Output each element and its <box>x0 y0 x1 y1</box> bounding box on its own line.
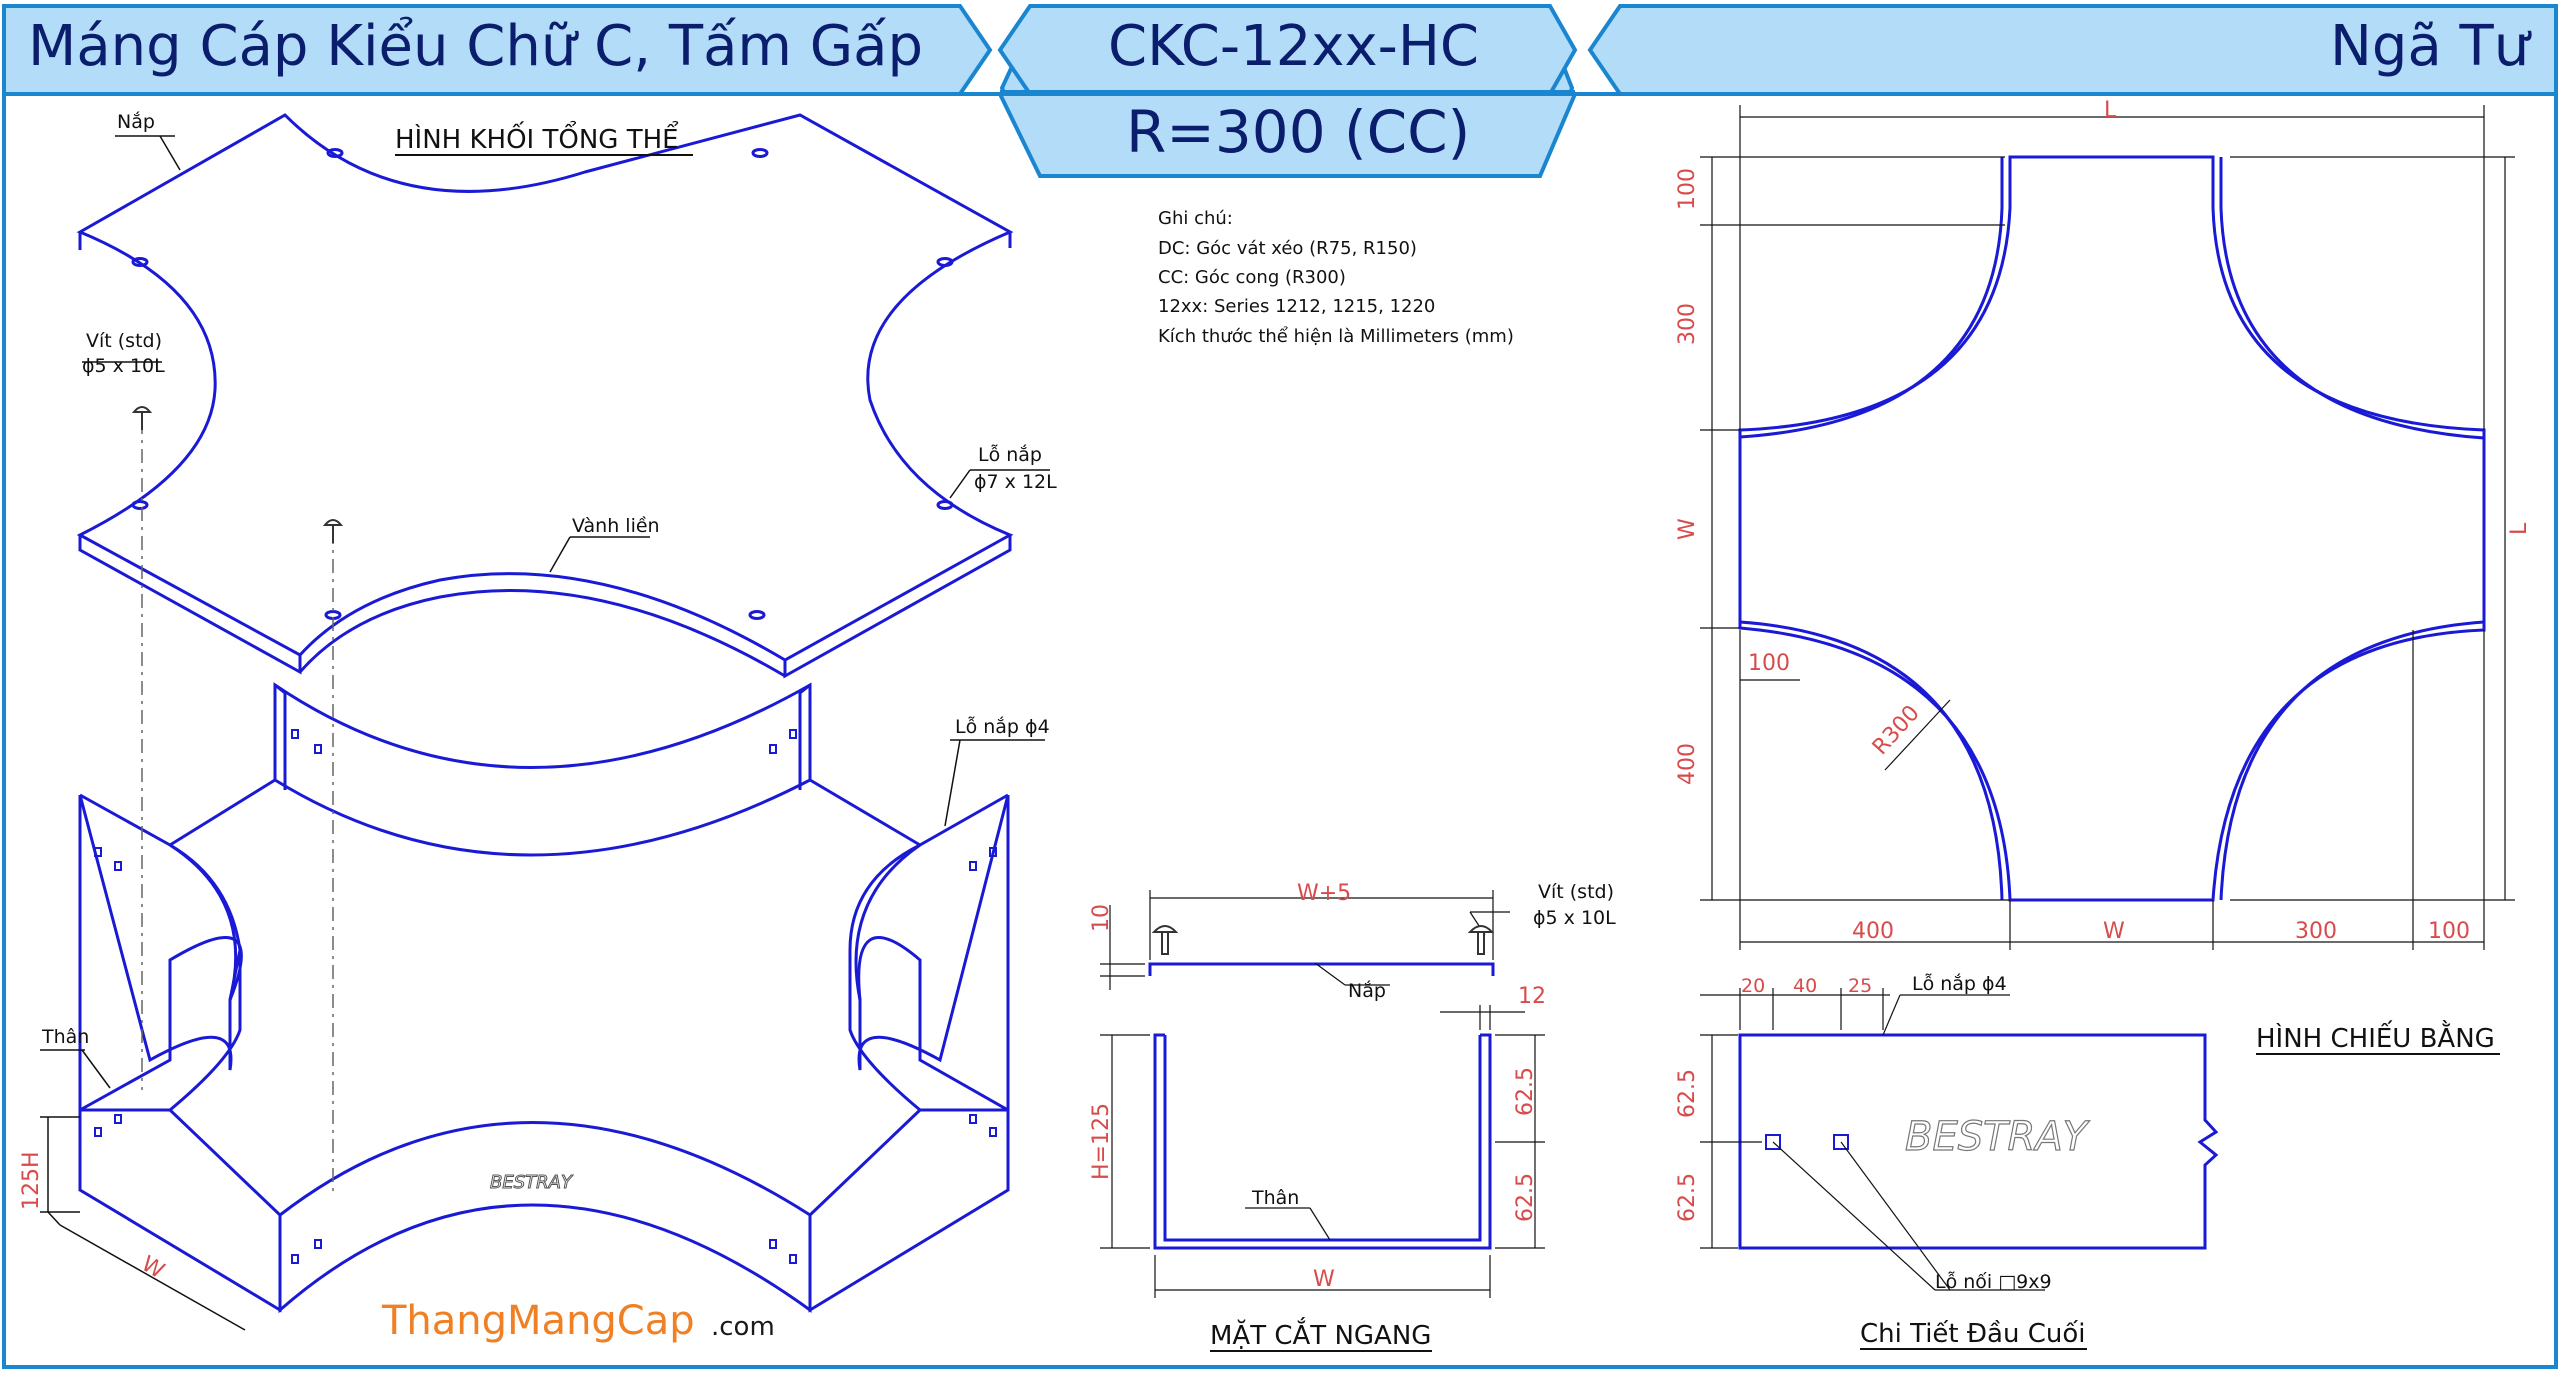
plan-dim-400-left: 400 <box>1675 743 1700 785</box>
iso-screw-label-1: Vít (std) <box>86 330 162 352</box>
plan-view <box>1738 155 2486 902</box>
detail-dim-625-a: 62.5 <box>1675 1069 1700 1118</box>
section-lid <box>1148 962 1495 976</box>
iso-body-label: Thân <box>41 1026 89 1048</box>
iso-dim-height: 125H <box>19 1151 44 1210</box>
iso-screw-icon <box>131 406 344 543</box>
plan-dimensions <box>1700 105 2515 950</box>
section-dim-10: 10 <box>1089 904 1114 932</box>
plan-dim-100-bottom: 100 <box>2428 919 2470 944</box>
plan-dim-300-left: 300 <box>1675 303 1700 345</box>
detail-joint-hole-1 <box>1765 1134 1781 1150</box>
plan-inner-edge <box>1739 157 2485 901</box>
detail-dimensions <box>1700 988 2045 1291</box>
plan-outline <box>1738 155 2486 902</box>
notes-line-4: Kích thước thể hiện là Millimeters (mm) <box>1158 326 1514 347</box>
detail-dim-20: 20 <box>1741 975 1765 997</box>
product-code: CKC-12xx-HC <box>1108 14 1480 79</box>
iso-body-back-arm <box>273 682 812 857</box>
detail-dim-40: 40 <box>1793 975 1817 997</box>
product-radius: R=300 (CC) <box>1126 98 1471 166</box>
brand-logo: ThangMangCap <box>382 1298 695 1344</box>
section-screw-label-2: ϕ5 x 10L <box>1533 907 1616 929</box>
plan-radius-label: R300 <box>1868 701 1925 760</box>
plan-dim-400-bottom: 400 <box>1852 919 1894 944</box>
header-left-panel <box>2 3 993 96</box>
detail-outline <box>1738 1033 2219 1250</box>
detail-dim-625-b: 62.5 <box>1675 1173 1700 1222</box>
section-body <box>1153 1033 1492 1250</box>
section-lid-label: Nắp <box>1348 979 1386 1002</box>
iso-title: HÌNH KHỐI TỔNG THỂ <box>395 120 679 155</box>
section-screw-icon <box>1151 925 1495 955</box>
iso-body-left-arm <box>78 794 243 1113</box>
detail-brand: BESTRAY <box>1905 1114 2091 1160</box>
section-dim-625-a: 62.5 <box>1513 1067 1538 1116</box>
detail-view <box>1738 1033 2219 1250</box>
iso-dim-width: W <box>137 1252 169 1285</box>
section-dim-h: H=125 <box>1089 1103 1114 1180</box>
section-dim-625-b: 62.5 <box>1513 1173 1538 1222</box>
plan-dim-100-inner: 100 <box>1748 651 1790 676</box>
plan-dim-W-left: W <box>1675 518 1700 540</box>
detail-joint-label: Lỗ nối □9x9 <box>1935 1270 2052 1293</box>
iso-centerlines <box>141 420 334 1195</box>
iso-screw-label-2: ϕ5 x 10L <box>82 355 165 377</box>
section-title: MẶT CẮT NGANG <box>1210 1316 1431 1351</box>
plan-dim-L-side: L <box>2507 522 2532 535</box>
iso-lid <box>76 113 1014 662</box>
section-dim-12: 12 <box>1518 984 1546 1009</box>
detail-dim-25: 25 <box>1848 975 1872 997</box>
section-dimensions <box>1100 890 1545 1298</box>
iso-body-hole-label: Lỗ nắp ϕ4 <box>955 715 1050 738</box>
plan-title: HÌNH CHIẾU BẰNG <box>2256 1019 2495 1054</box>
iso-lid-rim <box>78 232 1012 679</box>
section-dim-top: W+5 <box>1297 881 1351 906</box>
section-body-label: Thân <box>1251 1187 1299 1209</box>
product-type: Ngã Tư <box>2330 14 2530 79</box>
iso-brand: BESTRAY <box>490 1172 574 1193</box>
iso-view <box>76 113 1014 1314</box>
iso-lid-hole-label-2: ϕ7 x 12L <box>974 471 1057 493</box>
notes-line-1: DC: Góc vát xéo (R75, R150) <box>1158 238 1417 259</box>
notes-line-3: 12xx: Series 1212, 1215, 1220 <box>1158 296 1435 317</box>
detail-title: Chi Tiết Đầu Cuối <box>1860 1319 2085 1349</box>
detail-joint-hole-2 <box>1833 1134 1849 1150</box>
section-view <box>1148 962 1495 1250</box>
notes-line-2: CC: Góc cong (R300) <box>1158 267 1346 288</box>
brand-logo-suffix: .com <box>711 1312 775 1342</box>
iso-lid-hole-label-1: Lỗ nắp <box>978 443 1042 466</box>
plan-dim-300-bottom: 300 <box>2295 919 2337 944</box>
iso-lid-label: Nắp <box>117 110 155 133</box>
plan-dim-L-top: L <box>2104 98 2117 123</box>
iso-body-front-arm <box>278 1121 812 1314</box>
section-screw-label-1: Vít (std) <box>1538 881 1614 903</box>
iso-body-right-arm <box>857 794 1010 1113</box>
drawing-frame <box>2 92 2558 1369</box>
iso-rim-label: Vành liền <box>572 515 660 537</box>
plan-dim-100-top: 100 <box>1675 168 1700 210</box>
notes-heading: Ghi chú: <box>1158 208 1233 229</box>
plan-dim-W-bottom: W <box>2103 919 2125 944</box>
section-dim-w: W <box>1313 1267 1335 1292</box>
product-title: Máng Cáp Kiểu Chữ C, Tấm Gấp <box>28 14 923 79</box>
detail-hole-label: Lỗ nắp ϕ4 <box>1912 972 2007 995</box>
